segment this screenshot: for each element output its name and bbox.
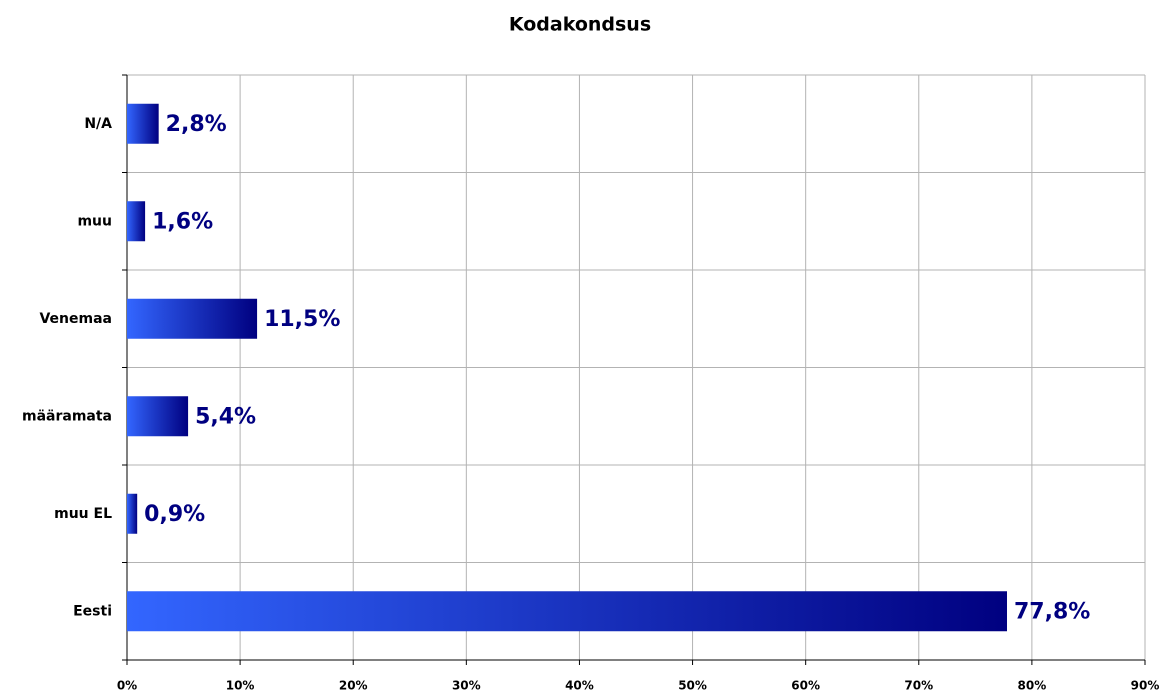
- chart-title: Kodakondsus: [509, 14, 651, 36]
- x-tick-label: 10%: [226, 679, 255, 693]
- x-tick-label: 90%: [1131, 679, 1160, 693]
- value-label: 2,8%: [166, 112, 227, 137]
- x-tick-label: 50%: [678, 679, 707, 693]
- x-tick-label: 60%: [791, 679, 820, 693]
- x-tick-label: 70%: [904, 679, 933, 693]
- bar: [127, 103, 159, 144]
- bar: [127, 396, 189, 437]
- value-label: 0,9%: [144, 502, 205, 527]
- x-tick-label: 40%: [565, 679, 594, 693]
- y-tick-label: Venemaa: [39, 311, 112, 327]
- y-tick-label: muu: [77, 213, 112, 229]
- y-tick-label: muu EL: [54, 506, 112, 522]
- bar: [127, 298, 258, 339]
- y-tick-label: Eesti: [73, 603, 112, 619]
- x-tick-label: 80%: [1018, 679, 1047, 693]
- bar: [127, 201, 146, 242]
- bar: [127, 591, 1008, 632]
- bar: [127, 493, 138, 534]
- y-tick-label: määramata: [22, 408, 112, 424]
- value-label: 1,6%: [152, 209, 213, 234]
- x-tick-label: 20%: [339, 679, 368, 693]
- value-label: 11,5%: [264, 307, 340, 332]
- x-tick-label: 0%: [117, 679, 137, 693]
- y-tick-label: N/A: [84, 116, 112, 132]
- x-tick-label: 30%: [452, 679, 481, 693]
- value-label: 5,4%: [195, 404, 256, 429]
- value-label: 77,8%: [1014, 599, 1090, 624]
